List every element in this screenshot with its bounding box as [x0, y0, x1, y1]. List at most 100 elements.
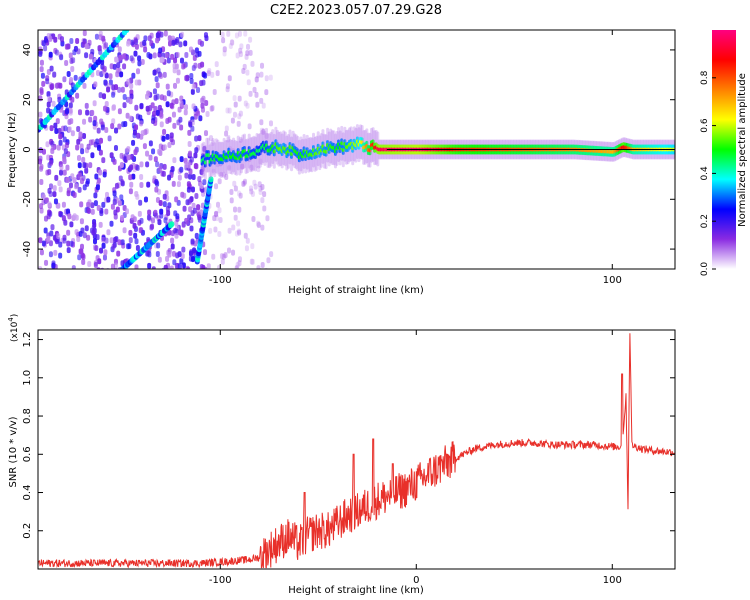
- heatmap-cell: [221, 171, 226, 178]
- heatmap-cell: [157, 148, 162, 155]
- heatmap-cell: [159, 94, 164, 101]
- heatmap-cell: [165, 101, 170, 108]
- heatmap-cell: [118, 54, 123, 61]
- heatmap-cell: [69, 240, 74, 247]
- heatmap-cell: [230, 117, 235, 124]
- heatmap-cell: [171, 39, 176, 46]
- heatmap-cell: [225, 86, 230, 93]
- heatmap-cell: [39, 178, 44, 185]
- heatmap-cell: [244, 245, 249, 252]
- heatmap-cell: [217, 231, 222, 238]
- heatmap-cell: [38, 237, 43, 244]
- heatmap-cell: [166, 210, 171, 217]
- heatmap-cell: [220, 258, 225, 265]
- heatmap-cell: [148, 53, 153, 60]
- heatmap-cell: [38, 266, 43, 269]
- heatmap-cell: [216, 201, 221, 208]
- heatmap-cell: [191, 173, 196, 180]
- heatmap-cell: [202, 146, 207, 153]
- heatmap-cell: [157, 104, 162, 111]
- heatmap-cell: [201, 264, 206, 269]
- heatmap-cell: [75, 92, 80, 99]
- heatmap-cell: [80, 227, 85, 234]
- heatmap-cell: [62, 169, 67, 176]
- heatmap-cell: [196, 204, 201, 211]
- heatmap-cell: [94, 245, 99, 252]
- heatmap-cell: [113, 236, 118, 243]
- heatmap-cell: [69, 77, 74, 84]
- heatmap-cell: [241, 68, 246, 75]
- heatmap-cell: [113, 262, 118, 269]
- heatmap-cell: [139, 217, 144, 224]
- heatmap-cell: [134, 238, 139, 245]
- heatmap-cell: [128, 188, 133, 195]
- heatmap-cell: [177, 251, 182, 258]
- heatmap-cell: [143, 46, 148, 53]
- heatmap-cell: [253, 183, 258, 190]
- heatmap-cell: [128, 174, 133, 181]
- heatmap-cell: [161, 135, 166, 142]
- heatmap-cell: [40, 72, 45, 79]
- heatmap-cell: [153, 156, 158, 163]
- heatmap-cell: [82, 133, 87, 140]
- heatmap-cell: [214, 211, 219, 218]
- heatmap-cell: [100, 124, 105, 131]
- heatmap-cell: [242, 178, 247, 185]
- heatmap-cell: [258, 185, 263, 192]
- heatmap-cell: [64, 43, 69, 50]
- heatmap-cell: [129, 153, 134, 160]
- heatmap-cell: [63, 148, 68, 155]
- colorbar-gradient: [712, 30, 736, 269]
- heatmap-cell: [145, 161, 150, 168]
- heatmap-cell: [231, 249, 236, 256]
- heatmap-cell: [138, 227, 143, 234]
- heatmap-cell: [155, 37, 160, 44]
- heatmap-cell: [173, 82, 178, 89]
- heatmap-cell: [180, 253, 185, 260]
- heatmap-cell: [237, 30, 242, 37]
- heatmap-cell: [106, 86, 111, 93]
- heatmap-cell: [212, 215, 217, 222]
- heatmap-cell: [67, 126, 72, 133]
- heatmap-cell: [48, 183, 53, 190]
- heatmap-cell: [46, 91, 51, 98]
- heatmap-cell: [187, 214, 192, 221]
- heatmap-cell: [129, 55, 134, 62]
- heatmap-cell: [233, 101, 238, 108]
- heatmap-cell: [86, 143, 91, 150]
- heatmap-cell: [217, 178, 222, 185]
- heatmap-cell: [59, 169, 64, 176]
- heatmap-cell: [139, 102, 144, 109]
- heatmap-cell: [48, 210, 53, 217]
- heatmap-cell: [213, 226, 218, 233]
- heatmap-cell: [76, 125, 81, 132]
- heatmap-cell: [80, 148, 85, 155]
- heatmap-cell: [249, 185, 254, 192]
- heatmap-cell: [190, 186, 195, 193]
- heatmap-cell: [38, 158, 43, 165]
- heatmap-cell: [92, 120, 97, 127]
- heatmap-cell: [120, 239, 125, 246]
- heatmap-cell: [102, 254, 107, 261]
- heatmap-cell: [126, 146, 131, 153]
- heatmap-cell: [256, 166, 261, 173]
- heatmap-cell: [188, 150, 193, 157]
- heatmap-cell: [186, 186, 191, 193]
- heatmap-cell: [133, 149, 138, 156]
- heatmap-cell: [178, 116, 183, 123]
- heatmap-cell: [95, 234, 100, 241]
- heatmap-cell: [39, 87, 44, 94]
- heatmap-cell: [79, 248, 84, 255]
- heatmap-cell: [234, 32, 239, 39]
- heatmap-cell: [41, 240, 46, 247]
- snr-y-label: SNR (10 * v/v): [8, 416, 19, 487]
- heatmap-cell: [246, 79, 251, 86]
- heatmap-cell: [214, 183, 219, 190]
- heatmap-cell: [111, 118, 116, 125]
- heatmap-cell: [110, 123, 115, 130]
- heatmap-cell: [237, 206, 242, 213]
- heatmap-cell: [156, 242, 161, 249]
- heatmap-cell: [53, 122, 58, 129]
- heatmap-cell: [147, 209, 152, 216]
- heatmap-cell: [260, 262, 265, 269]
